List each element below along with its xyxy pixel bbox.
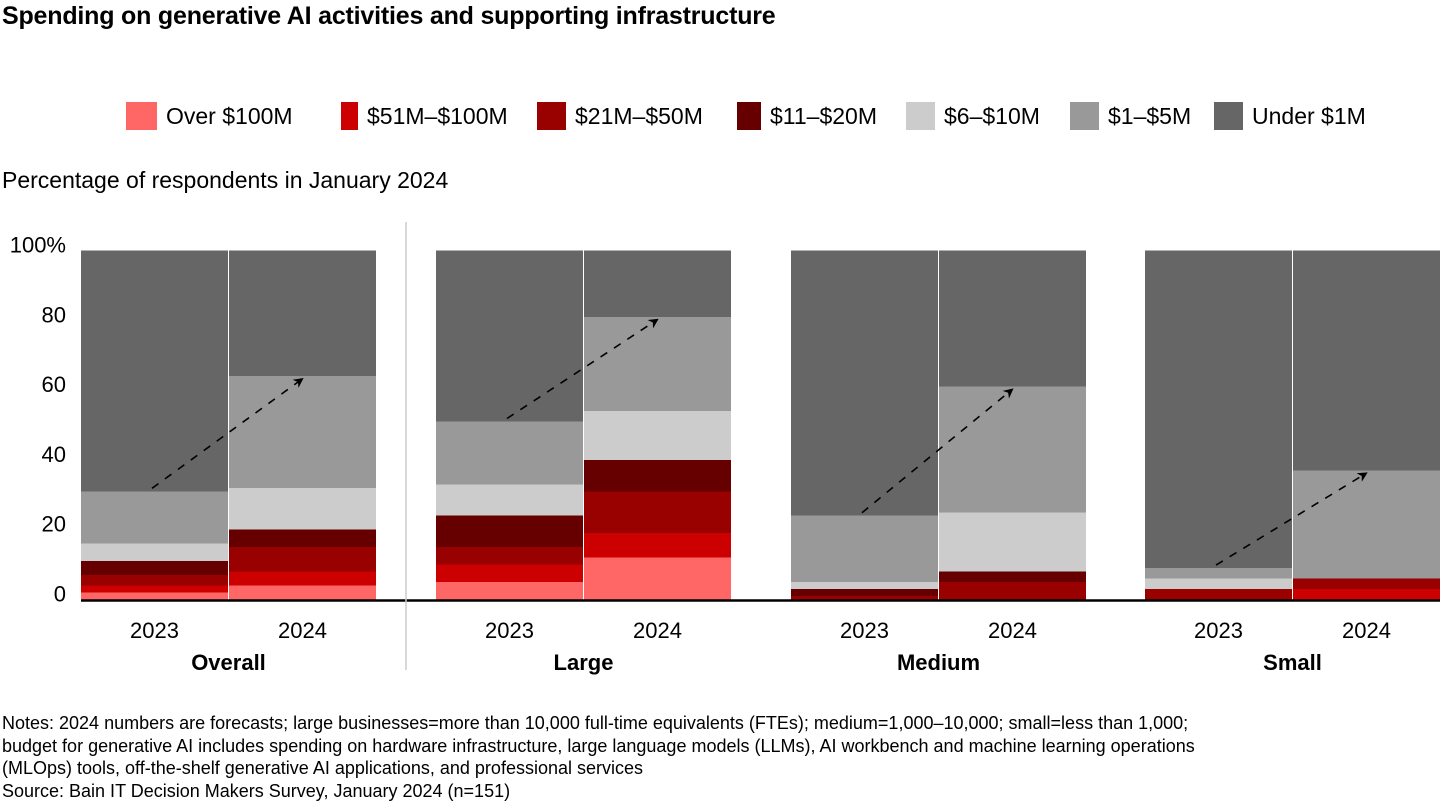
bar-segment-large-2024-3 (584, 459, 731, 492)
legend-item-51m-100m: $51M–$100M (341, 98, 508, 134)
y-axis-label: Percentage of respondents in January 202… (2, 167, 449, 193)
legend-item-6m-10m: $6–$10M (906, 98, 1040, 134)
notes-line: budget for generative AI includes spendi… (2, 735, 1195, 756)
bar-segment-overall-2023-2 (81, 575, 228, 586)
trend-arrow-small (1215, 472, 1368, 566)
legend-item-21m-50m: $21M–$50M (537, 98, 703, 134)
bar-segment-small-2023-6 (1145, 250, 1292, 569)
bar-segment-medium-2023-5 (791, 515, 938, 583)
legend-label: $6–$10M (944, 102, 1040, 129)
legend-swatch (906, 102, 935, 130)
y-tick-label: 20 (42, 512, 66, 537)
x-tick-label-medium-2023: 2023 (840, 618, 889, 643)
bar-segment-small-2024-1 (1293, 589, 1440, 600)
legend-swatch (341, 102, 358, 130)
bar-segment-overall-2023-1 (81, 585, 228, 593)
notes: Notes: 2024 numbers are forecasts; large… (2, 712, 1432, 802)
bar-segment-overall-2024-1 (229, 571, 376, 586)
bar-segment-overall-2023-5 (81, 491, 228, 544)
bar-segment-overall-2023-0 (81, 592, 228, 600)
legend-label: Over $100M (166, 102, 293, 129)
bar-segment-medium-2023-6 (791, 250, 938, 516)
bar-segment-overall-2024-4 (229, 487, 376, 530)
bar-segment-small-2024-2 (1293, 578, 1440, 590)
bar-segment-overall-2024-6 (229, 250, 376, 377)
bar-segment-large-2023-3 (436, 515, 583, 548)
bar-segment-large-2023-4 (436, 484, 583, 516)
bar-segment-large-2024-0 (584, 557, 731, 600)
legend-swatch (1070, 102, 1099, 130)
legend-label: $11–$20M (770, 102, 877, 129)
bar-segment-large-2024-4 (584, 411, 731, 460)
legend-swatch (537, 102, 566, 130)
bar-segment-overall-2024-0 (229, 585, 376, 600)
bar-segment-large-2024-1 (584, 533, 731, 558)
legend-label: $51M–$100M (367, 102, 508, 129)
y-tick-label: 100% (10, 233, 66, 258)
legend-label: $1–$5M (1108, 102, 1192, 129)
x-tick-label-large-2023: 2023 (485, 618, 534, 643)
bar-segment-overall-2023-6 (81, 250, 228, 492)
bar-segment-large-2023-1 (436, 564, 583, 583)
bar-segment-large-2023-0 (436, 582, 583, 600)
bar-segment-overall-2024-2 (229, 547, 376, 572)
y-tick-label: 0 (54, 582, 66, 607)
x-tick-label-overall-2024: 2024 (278, 618, 327, 643)
bar-segment-large-2023-6 (436, 250, 583, 422)
legend-swatch (737, 102, 761, 130)
bar-segment-medium-2024-3 (939, 571, 1086, 583)
legend-label: Under $1M (1252, 102, 1366, 129)
bar-segment-medium-2024-6 (939, 250, 1086, 387)
legend-label: $21M–$50M (575, 102, 703, 129)
bar-segment-small-2024-6 (1293, 250, 1440, 471)
bar-segment-large-2023-2 (436, 547, 583, 565)
group-label-small: Small (1263, 650, 1322, 675)
legend-item-under-1m: Under $1M (1214, 98, 1366, 134)
bar-segment-small-2023-5 (1145, 568, 1292, 579)
source-line: Source: Bain IT Decision Makers Survey, … (2, 780, 511, 801)
bar-segment-small-2024-5 (1293, 470, 1440, 579)
chart-title: Spending on generative AI activities and… (2, 2, 776, 30)
legend-item-over-100m: Over $100M (126, 98, 293, 134)
stacked-bar-chart: 0 20 40 60 80 100% 2023 2024 Overall 2023 2024 Lar… (10, 222, 1440, 675)
bar-segment-small-2023-4 (1145, 578, 1292, 590)
y-tick-label: 80 (42, 302, 66, 327)
bar-segment-medium-2023-4 (791, 582, 938, 590)
bar-segment-large-2024-6 (584, 250, 731, 317)
trend-arrow-medium (861, 388, 1014, 514)
x-tick-label-medium-2024: 2024 (988, 618, 1037, 643)
bar-segment-medium-2023-2 (791, 596, 938, 600)
bar-segment-large-2024-2 (584, 491, 731, 534)
bar-segment-medium-2024-2 (939, 582, 1086, 600)
legend-item-1m-5m: $1–$5M (1070, 98, 1191, 134)
legend-item-11m-20m: $11–$20M (737, 98, 877, 134)
bar-segment-medium-2024-5 (939, 386, 1086, 513)
y-tick-label: 40 (42, 442, 66, 467)
bar-segment-small-2023-2 (1145, 589, 1292, 600)
group-label-medium: Medium (897, 650, 980, 675)
bar-segment-medium-2023-3 (791, 589, 938, 597)
trend-arrow-large (506, 318, 659, 420)
bar-segment-medium-2024-4 (939, 512, 1086, 572)
bar-segment-overall-2023-3 (81, 561, 228, 576)
bar-segment-large-2023-5 (436, 421, 583, 485)
legend-swatch (126, 102, 157, 130)
x-tick-label-small-2024: 2024 (1342, 618, 1391, 643)
bar-segment-overall-2023-4 (81, 543, 228, 562)
legend-swatch (1214, 102, 1243, 130)
notes-line: Notes: 2024 numbers are forecasts; large… (2, 713, 1189, 733)
bar-segment-overall-2024-5 (229, 376, 376, 488)
bar-segment-large-2024-5 (584, 316, 731, 412)
legend: Over $100M $51M–$100M $21M–$50M $11–$20M… (0, 98, 1440, 134)
y-tick-label: 60 (42, 372, 66, 397)
group-label-large: Large (554, 650, 614, 675)
x-tick-label-small-2023: 2023 (1194, 618, 1243, 643)
x-tick-label-large-2024: 2024 (633, 618, 682, 643)
x-tick-label-overall-2023: 2023 (130, 618, 179, 643)
group-label-overall: Overall (191, 650, 266, 675)
notes-line: (MLOps) tools, off-the-shelf generative … (2, 758, 643, 778)
bar-segment-overall-2024-3 (229, 529, 376, 548)
